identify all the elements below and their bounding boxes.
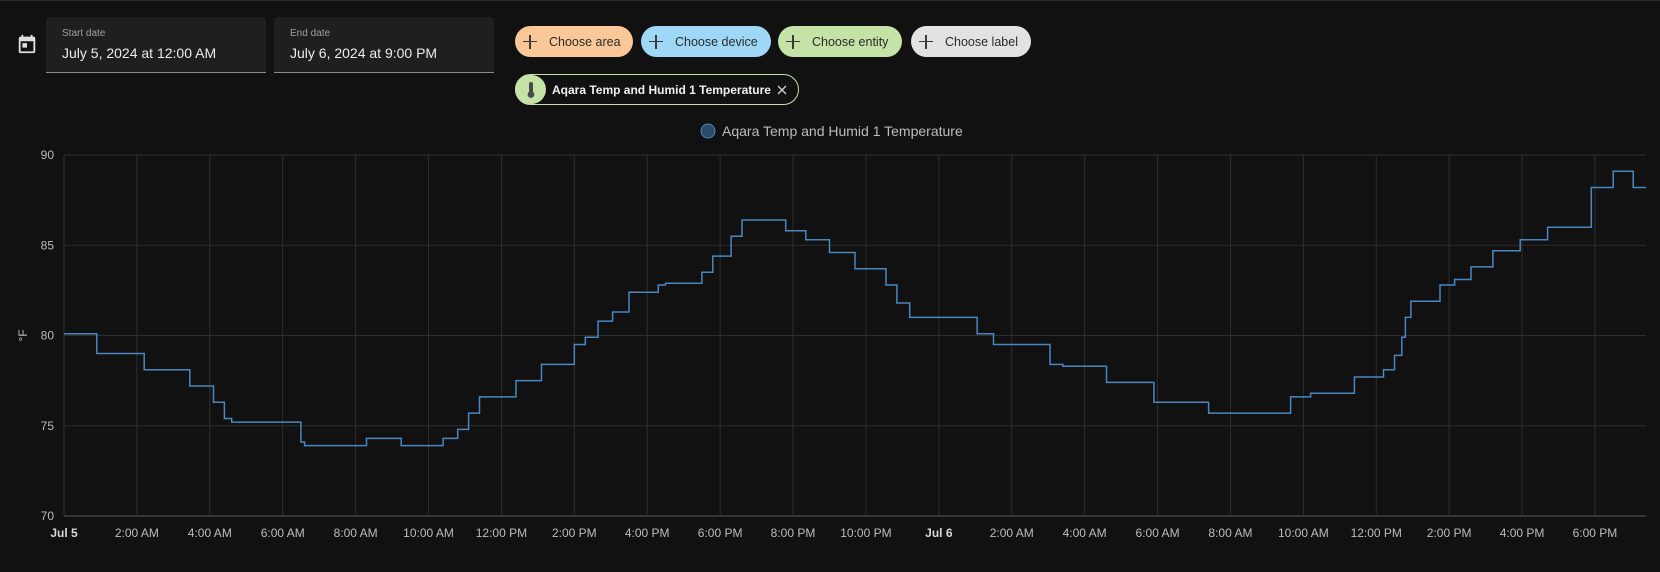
legend-label: Aqara Temp and Humid 1 Temperature (722, 123, 963, 139)
x-tick-label: 4:00 PM (625, 526, 670, 540)
chart-svg: Aqara Temp and Humid 1 Temperature 70 75 8… (16, 123, 1646, 540)
x-tick-label: 8:00 AM (1208, 526, 1252, 540)
start-date-label: Start date (62, 28, 106, 39)
x-tick-label: 4:00 PM (1500, 526, 1545, 540)
x-tick-label: Jul 6 (925, 526, 953, 540)
plus-icon (919, 34, 933, 49)
x-tick-label: 10:00 AM (403, 526, 454, 540)
y-tick-label: 85 (41, 238, 55, 252)
choose-device-label: Choose device (675, 34, 758, 49)
y-tick-label: 70 (41, 509, 55, 523)
x-tick-label: 8:00 PM (771, 526, 816, 540)
legend-swatch (700, 123, 716, 139)
selected-entity-name: Aqara Temp and Humid 1 Temperature (552, 82, 771, 97)
x-tick-label: 12:00 PM (476, 526, 527, 540)
end-date-field[interactable]: End date July 6, 2024 at 9:00 PM (274, 17, 494, 73)
calendar-icon[interactable] (14, 31, 40, 57)
y-tick-label: 90 (41, 148, 55, 162)
x-tick-label: 8:00 AM (334, 526, 378, 540)
choose-area-button[interactable]: Choose area (515, 26, 633, 57)
remove-entity-icon[interactable] (774, 82, 790, 98)
thermometer-icon (515, 75, 546, 104)
x-tick-label: 2:00 AM (990, 526, 1034, 540)
y-tick-label: 80 (41, 329, 55, 343)
x-tick-label: 10:00 AM (1278, 526, 1329, 540)
x-tick-label: 6:00 PM (1573, 526, 1618, 540)
x-tick-label: 2:00 PM (552, 526, 597, 540)
plus-icon (649, 34, 663, 49)
choose-entity-label: Choose entity (812, 34, 889, 49)
x-tick-label: 4:00 AM (188, 526, 232, 540)
history-chart: Aqara Temp and Humid 1 Temperature 70 75 8… (0, 113, 1660, 553)
x-tick-label: Jul 5 (50, 526, 78, 540)
start-date-value[interactable]: July 5, 2024 at 12:00 AM (62, 45, 217, 61)
y-tick-label: 75 (41, 419, 55, 433)
x-tick-label: 2:00 AM (115, 526, 159, 540)
choose-device-button[interactable]: Choose device (641, 26, 771, 57)
y-axis-label: °F (16, 329, 30, 341)
x-tick-label: 10:00 PM (840, 526, 891, 540)
x-tick-label: 2:00 PM (1427, 526, 1472, 540)
x-tick-label: 6:00 AM (1136, 526, 1180, 540)
end-date-label: End date (290, 28, 331, 39)
series-line[interactable] (64, 170, 1646, 447)
selected-entity-chip[interactable]: Aqara Temp and Humid 1 Temperature (515, 74, 799, 105)
end-date-value[interactable]: July 6, 2024 at 9:00 PM (290, 45, 438, 61)
x-tick-label: 4:00 AM (1063, 526, 1107, 540)
choose-label-label: Choose label (945, 34, 1018, 49)
x-tick-label: 12:00 PM (1351, 526, 1402, 540)
plus-icon (786, 34, 800, 49)
start-date-field[interactable]: Start date July 5, 2024 at 12:00 AM (46, 17, 266, 73)
x-tick-label: 6:00 AM (261, 526, 305, 540)
choose-entity-button[interactable]: Choose entity (778, 26, 902, 57)
choose-label-button[interactable]: Choose label (911, 26, 1031, 57)
x-tick-label: 6:00 PM (698, 526, 743, 540)
legend-item[interactable]: Aqara Temp and Humid 1 Temperature (700, 123, 963, 139)
plus-icon (523, 34, 537, 49)
choose-area-label: Choose area (549, 34, 621, 49)
